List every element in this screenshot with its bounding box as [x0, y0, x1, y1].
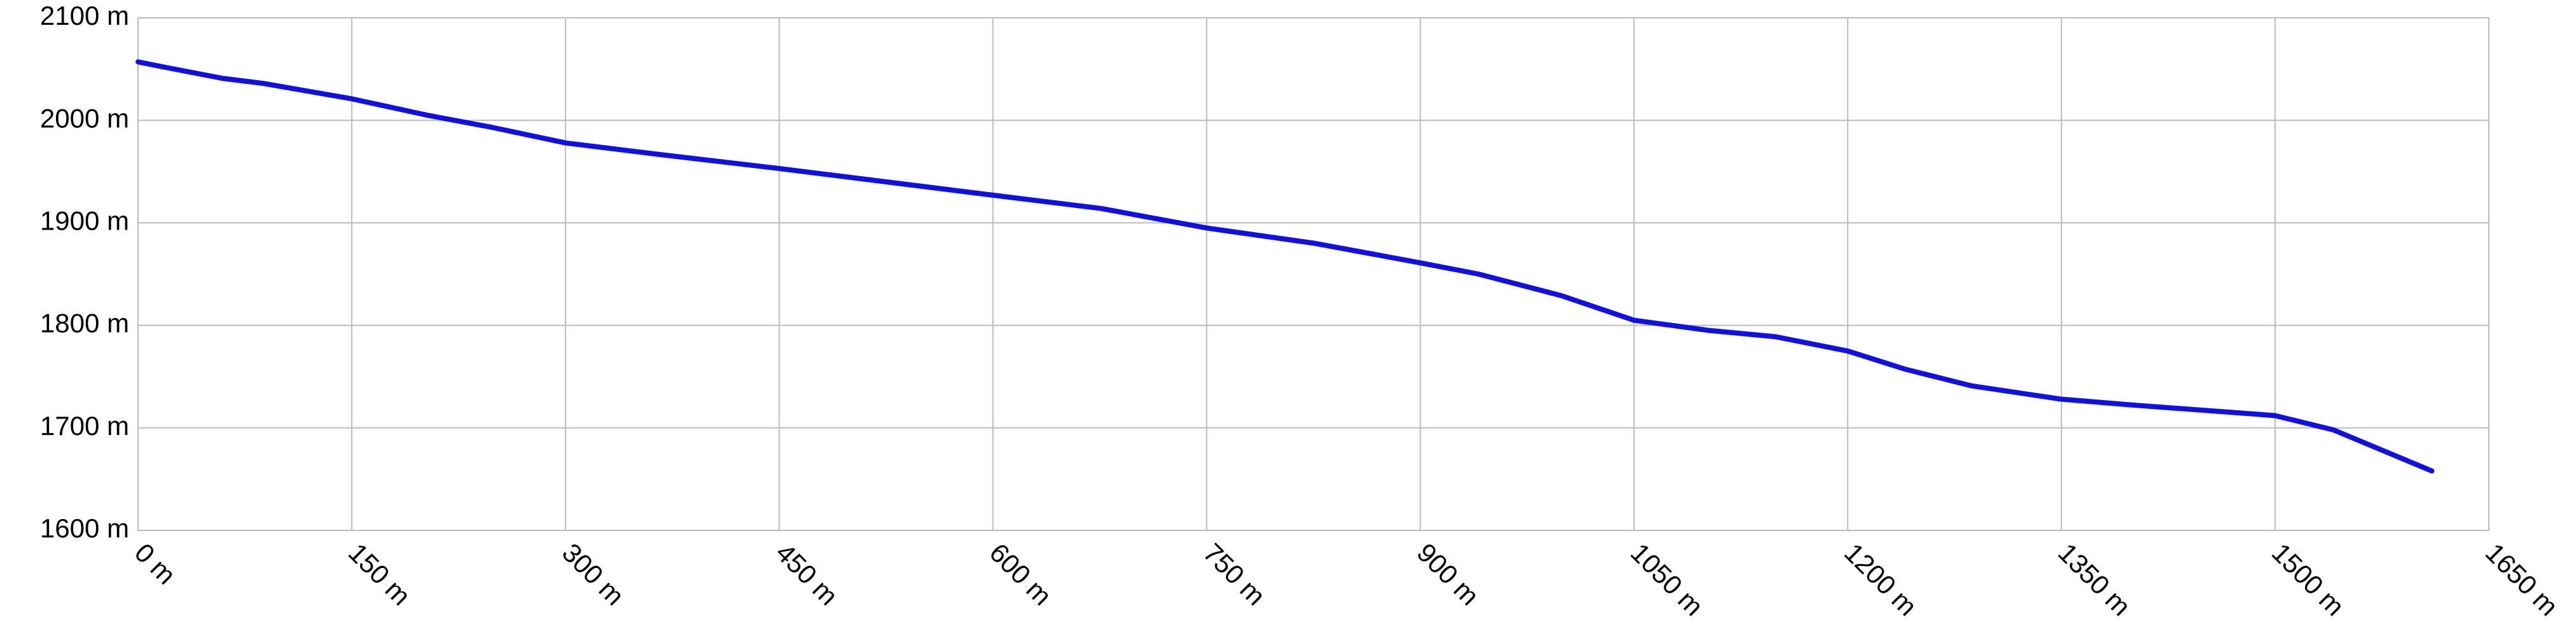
y-tick-label: 1800 m — [40, 308, 129, 338]
x-tick-label: 0 m — [129, 537, 182, 590]
x-tick-label: 1500 m — [2266, 537, 2350, 621]
y-tick-label: 1700 m — [40, 411, 129, 441]
x-tick-label: 900 m — [1411, 537, 1485, 611]
x-tick-label: 300 m — [557, 537, 630, 611]
x-tick-label: 1050 m — [1625, 537, 1709, 621]
y-tick-label: 2100 m — [40, 1, 129, 31]
x-tick-label: 600 m — [984, 537, 1057, 611]
x-tick-label: 1200 m — [1839, 537, 1923, 621]
y-tick-label: 1600 m — [40, 513, 129, 543]
elevation-line — [136, 59, 2435, 474]
y-tick-label: 2000 m — [40, 103, 129, 133]
x-tick-label: 1650 m — [2480, 537, 2564, 621]
x-tick-label: 1350 m — [2052, 537, 2136, 621]
x-tick-label: 450 m — [770, 537, 844, 611]
plot-border — [137, 17, 2489, 531]
x-tick-label: 750 m — [1197, 537, 1271, 611]
y-tick-label: 1900 m — [40, 205, 129, 235]
x-tick-label: 150 m — [343, 537, 417, 611]
